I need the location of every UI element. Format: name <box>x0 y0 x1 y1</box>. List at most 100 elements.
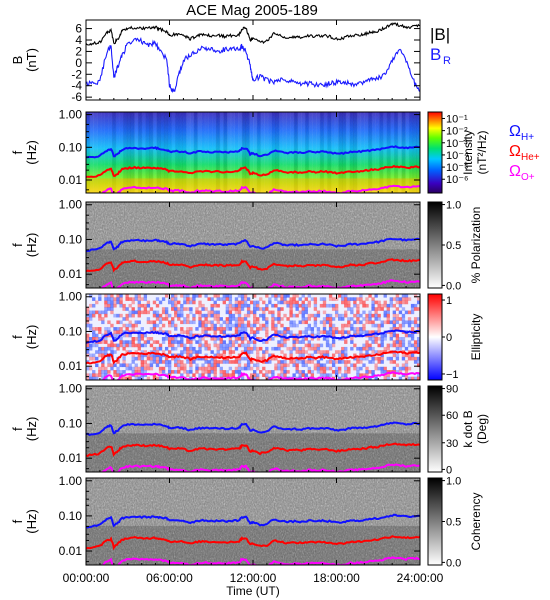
heatmap-cell <box>307 366 311 371</box>
heatmap-cell <box>280 323 284 328</box>
heatmap-cell <box>110 350 114 354</box>
heatmap-cell <box>164 363 169 368</box>
heatmap-cell <box>386 303 390 308</box>
heatmap-cell <box>307 356 311 361</box>
heatmap-cell <box>371 356 375 361</box>
heatmap-cell <box>316 350 321 354</box>
heatmap-cell <box>325 333 330 338</box>
heatmap-cell <box>198 343 202 348</box>
heatmap-cell <box>416 360 420 364</box>
heatmap-cell <box>174 360 178 364</box>
heatmap-cell <box>325 360 330 364</box>
heatmap-cell <box>256 356 260 361</box>
heatmap-cell <box>350 323 354 328</box>
heatmap-cell <box>228 337 233 341</box>
heatmap-cell <box>362 317 366 321</box>
heatmap-cell <box>298 303 302 308</box>
heatmap-cell <box>295 307 299 311</box>
heatmap-cell <box>125 294 129 298</box>
heatmap-cell <box>371 346 375 351</box>
heatmap-cell <box>377 337 381 341</box>
heatmap-cell <box>210 327 214 331</box>
heatmap-cell <box>344 363 348 368</box>
heatmap-cell <box>413 323 418 328</box>
heatmap-cell <box>210 297 214 301</box>
heatmap-cell <box>395 294 400 298</box>
legend-b-radial-subscript: R <box>443 55 451 67</box>
heatmap-cell <box>164 317 169 321</box>
heatmap-cell <box>207 363 211 368</box>
heatmap-cell <box>307 360 311 364</box>
heatmap-cell <box>110 310 114 315</box>
heatmap-cell <box>134 343 138 348</box>
heatmap-cell <box>125 307 129 311</box>
heatmap-cell <box>353 366 357 371</box>
heatmap-cell <box>134 370 138 374</box>
heatmap-cell <box>404 363 409 368</box>
heatmap-cell <box>368 330 372 334</box>
heatmap-cell <box>283 330 287 334</box>
heatmap-cell <box>262 340 266 344</box>
heatmap-cell <box>386 317 390 321</box>
heatmap-cell <box>152 346 157 351</box>
heatmap-cell <box>280 340 284 344</box>
heatmap-cell <box>341 350 345 354</box>
heatmap-cell <box>161 297 166 301</box>
heatmap-cell <box>219 353 223 358</box>
heatmap-cell <box>95 333 99 338</box>
heatmap-cell <box>374 300 378 305</box>
heatmap-cell <box>253 370 257 374</box>
heatmap-cell <box>201 303 205 308</box>
heatmap-cell <box>271 320 275 325</box>
heatmap-cell <box>341 313 345 318</box>
heatmap-cell <box>161 360 166 364</box>
heatmap-cell <box>89 337 93 341</box>
heatmap-cell <box>246 363 251 368</box>
heatmap-cell <box>158 313 163 318</box>
heatmap-cell <box>256 317 260 321</box>
heatmap-cell <box>86 343 90 348</box>
heatmap-cell <box>164 330 169 334</box>
heatmap-cell <box>155 310 160 315</box>
y-tick-label: 0.01 <box>59 173 83 187</box>
heatmap-cell <box>410 356 415 361</box>
heatmap-cell <box>171 370 175 374</box>
colorbar-tick-label: 0.5 <box>446 240 461 252</box>
heatmap-cell <box>195 294 199 298</box>
heatmap-cell <box>104 303 108 308</box>
heatmap-cell <box>240 343 245 348</box>
heatmap-cell <box>362 303 366 308</box>
heatmap-cell <box>253 333 257 338</box>
heatmap-cell <box>265 370 269 374</box>
heatmap-cell <box>331 303 336 308</box>
heatmap-cell <box>295 323 299 328</box>
heatmap-cell <box>280 294 284 298</box>
colorbar-unit: (Deg) <box>475 414 489 444</box>
heatmap-cell <box>207 366 211 371</box>
heatmap-cell <box>177 317 181 321</box>
heatmap-cell <box>174 340 178 344</box>
heatmap-cell <box>319 343 324 348</box>
heatmap-cell <box>152 313 157 318</box>
heatmap-cell <box>186 300 190 305</box>
heatmap-cell <box>86 337 90 341</box>
heatmap-cell <box>398 323 403 328</box>
heatmap-cell <box>347 307 351 311</box>
plot-area <box>86 20 420 100</box>
colorbar-tick-label: 0 <box>446 464 452 476</box>
heatmap-cell <box>180 320 184 325</box>
heatmap-cell <box>222 370 226 374</box>
heatmap-cell <box>201 373 205 377</box>
heatmap-cell <box>356 370 360 374</box>
heatmap-cell <box>341 317 345 321</box>
heatmap-cell <box>207 320 211 325</box>
heatmap-cell <box>386 373 390 377</box>
heatmap-cell <box>413 307 418 311</box>
heatmap-cell <box>95 327 99 331</box>
heatmap-cell <box>146 366 151 371</box>
heatmap-cell <box>149 343 154 348</box>
y-tick-label: 0.01 <box>59 451 83 465</box>
heatmap-cell <box>198 340 202 344</box>
colorbar <box>427 201 443 289</box>
heatmap-cell <box>158 360 163 364</box>
